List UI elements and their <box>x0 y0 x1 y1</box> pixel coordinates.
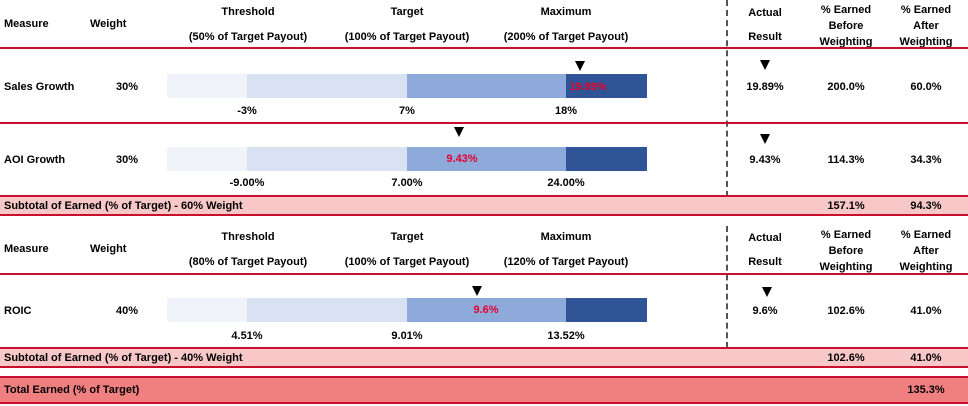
result-marker-icon <box>472 286 482 296</box>
subtotal-label: Subtotal of Earned (% of Target) - 60% W… <box>4 200 243 212</box>
threshold-value: 4.51% <box>231 330 263 342</box>
target-value: 9.01% <box>391 330 423 342</box>
row-divider <box>0 122 968 124</box>
total-earned-after: 135.3% <box>907 384 945 396</box>
row-weight: 40% <box>116 305 139 317</box>
threshold-value: -9.00% <box>229 177 265 189</box>
header-measure: Measure <box>4 243 49 255</box>
actual-separator-top <box>726 0 728 197</box>
header-divider <box>0 47 968 49</box>
target-value: 7% <box>399 105 415 117</box>
actual-marker-icon <box>760 134 770 144</box>
threshold-value: -3% <box>237 105 257 117</box>
earned-after: 34.3% <box>910 154 942 166</box>
actual-result: 19.89% <box>746 81 784 93</box>
header-earned-before: % Earned Before Weighting <box>819 4 873 48</box>
header-threshold-sub: (50% of Target Payout) <box>188 31 308 43</box>
header-target: Target <box>390 6 424 18</box>
subtotal-earned-before: 157.1% <box>827 200 865 212</box>
header-actual: Actual <box>748 7 782 19</box>
result-marker-icon <box>454 127 464 137</box>
actual-result: 9.6% <box>752 305 778 317</box>
earned-before: 114.3% <box>827 154 865 166</box>
actual-separator-bottom <box>726 226 728 348</box>
header-target-sub: (100% of Target Payout) <box>344 256 470 268</box>
maximum-value: 24.00% <box>547 177 585 189</box>
header-threshold-sub: (80% of Target Payout) <box>188 256 308 268</box>
earned-after: 60.0% <box>910 81 942 93</box>
earned-after: 41.0% <box>910 305 942 317</box>
subtotal-label: Subtotal of Earned (% of Target) - 40% W… <box>4 352 243 364</box>
row-weight: 30% <box>116 154 139 166</box>
header-maximum-sub: (120% of Target Payout) <box>503 256 629 268</box>
header-earned-after: % Earned After Weighting <box>899 229 953 273</box>
row-measure: ROIC <box>4 305 32 317</box>
subtotal-band <box>0 195 968 216</box>
bar-value: 9.6% <box>473 304 499 316</box>
total-band <box>0 376 968 404</box>
bar-value: 19.89% <box>569 81 607 93</box>
earned-before: 200.0% <box>827 81 865 93</box>
subtotal-band <box>0 347 968 368</box>
row-weight: 30% <box>116 81 139 93</box>
target-value: 7.00% <box>391 177 423 189</box>
header-earned-after: % Earned After Weighting <box>899 4 953 48</box>
header-maximum-sub: (200% of Target Payout) <box>503 31 629 43</box>
header-threshold: Threshold <box>221 231 275 243</box>
header-weight: Weight <box>90 243 127 255</box>
header-result: Result <box>748 31 782 43</box>
header-threshold: Threshold <box>221 6 275 18</box>
total-label: Total Earned (% of Target) <box>4 384 140 396</box>
subtotal-earned-after: 94.3% <box>910 200 942 212</box>
header-target: Target <box>390 231 424 243</box>
row-measure: Sales Growth <box>4 81 75 93</box>
actual-marker-icon <box>760 60 770 70</box>
maximum-value: 13.52% <box>547 330 585 342</box>
subtotal-earned-after: 41.0% <box>910 352 942 364</box>
header-weight: Weight <box>90 18 127 30</box>
header-measure: Measure <box>4 18 49 30</box>
row-measure: AOI Growth <box>4 154 66 166</box>
actual-marker-icon <box>762 287 772 297</box>
header-earned-before: % Earned Before Weighting <box>819 229 873 273</box>
header-maximum: Maximum <box>540 6 592 18</box>
maximum-value: 18% <box>554 105 578 117</box>
header-maximum: Maximum <box>540 231 592 243</box>
result-marker-icon <box>575 61 585 71</box>
header-divider <box>0 273 968 275</box>
earned-before: 102.6% <box>827 305 865 317</box>
bar-value: 9.43% <box>446 153 478 165</box>
header-result: Result <box>748 256 782 268</box>
header-target-sub: (100% of Target Payout) <box>344 31 470 43</box>
actual-result: 9.43% <box>749 154 781 166</box>
subtotal-earned-before: 102.6% <box>827 352 865 364</box>
header-actual: Actual <box>748 232 782 244</box>
